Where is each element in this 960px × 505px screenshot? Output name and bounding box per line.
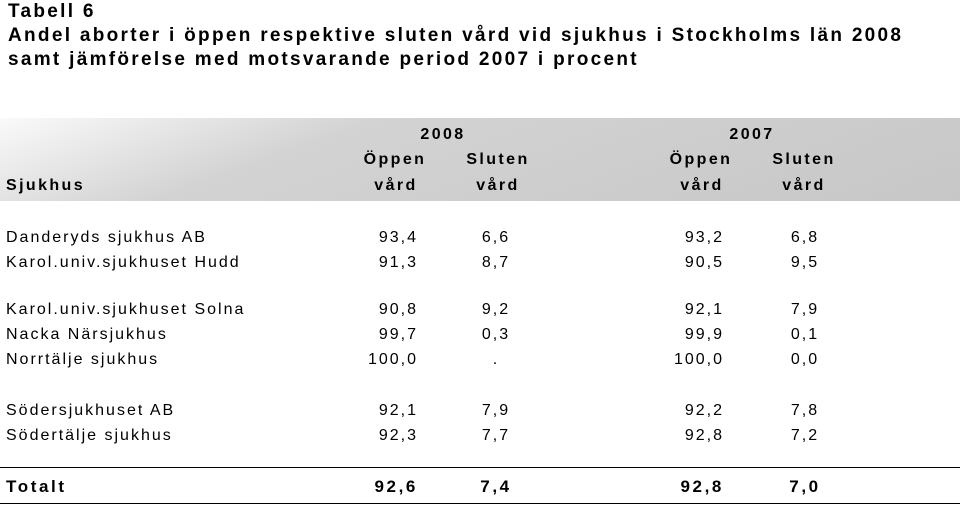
value-2007-open: 92,2 <box>684 402 724 419</box>
value-2007-closed: 0,0 <box>790 351 820 368</box>
value-2008-open: 92,1 <box>378 402 418 419</box>
value-2007-open: 100,0 <box>673 351 724 368</box>
hospital-name: Södersjukhuset AB <box>6 402 176 419</box>
total-2008-open: 92,6 <box>374 477 418 496</box>
total-label: Totalt <box>6 477 67 496</box>
value-2008-open: 99,7 <box>378 326 418 343</box>
value-2007-closed: 7,8 <box>790 402 820 419</box>
table-number: Tabell 6 <box>8 1 96 22</box>
value-2008-closed: 6,6 <box>481 229 511 246</box>
row-group: Karol.univ.sjukhuset Solna 90,8 9,2 92,1… <box>0 297 960 372</box>
value-2008-closed: 8,7 <box>481 254 511 271</box>
value-2008-open: 90,8 <box>378 301 418 318</box>
col-header-2007-open: Öppen <box>669 151 733 168</box>
total-2008-closed: 7,4 <box>480 477 512 496</box>
col-header-2007-closed-care: vård <box>782 177 826 194</box>
table-row: Karol.univ.sjukhuset Solna 90,8 9,2 92,1… <box>0 297 960 322</box>
value-2008-open: 91,3 <box>378 254 418 271</box>
value-2007-open: 99,9 <box>684 326 724 343</box>
value-2007-open: 92,8 <box>684 427 724 444</box>
total-row: Totalt 92,6 7,4 92,8 7,0 <box>0 474 960 499</box>
value-2008-closed: 0,3 <box>481 326 511 343</box>
value-2008-closed: 7,9 <box>481 402 511 419</box>
year-2008-header: 2008 <box>420 126 466 143</box>
value-2008-open: 93,4 <box>378 229 418 246</box>
title-line-1: Andel aborter i öppen respektive sluten … <box>8 25 904 46</box>
value-2008-closed: 7,7 <box>481 427 511 444</box>
table-row: Karol.univ.sjukhuset Hudd 91,3 8,7 90,5 … <box>0 250 960 275</box>
title-line-2: samt jämförelse med motsvarande period 2… <box>8 49 639 70</box>
value-2007-open: 92,1 <box>684 301 724 318</box>
col-header-2007-closed: Sluten <box>772 151 836 168</box>
value-2007-closed: 0,1 <box>790 326 820 343</box>
table-row: Södertälje sjukhus 92,3 7,7 92,8 7,2 <box>0 423 960 448</box>
hospital-name: Danderyds sjukhus AB <box>6 229 207 246</box>
hospital-name: Nacka Närsjukhus <box>6 326 168 343</box>
hospital-name: Karol.univ.sjukhuset Hudd <box>6 254 241 271</box>
hospital-name: Karol.univ.sjukhuset Solna <box>6 301 246 318</box>
value-2007-open: 93,2 <box>684 229 724 246</box>
row-group: Södersjukhuset AB 92,1 7,9 92,2 7,8 Söde… <box>0 398 960 448</box>
hospital-name: Södertälje sjukhus <box>6 427 173 444</box>
col-header-2007-open-care: vård <box>680 177 724 194</box>
total-2007-open: 92,8 <box>680 477 724 496</box>
value-2007-closed: 9,5 <box>790 254 820 271</box>
col-header-2008-open: Öppen <box>363 151 427 168</box>
value-2007-open: 90,5 <box>684 254 724 271</box>
hospital-name: Norrtälje sjukhus <box>6 351 160 368</box>
value-2008-closed: . <box>492 351 500 368</box>
table-header: 2008 2007 Öppen Sluten Öppen Sluten Sjuk… <box>0 118 960 201</box>
table-body: Danderyds sjukhus AB 93,4 6,6 93,2 6,8 K… <box>0 225 960 448</box>
value-2007-closed: 6,8 <box>790 229 820 246</box>
value-2007-closed: 7,9 <box>790 301 820 318</box>
value-2008-open: 92,3 <box>378 427 418 444</box>
col-header-2008-closed-care: vård <box>476 177 520 194</box>
col-header-hospital: Sjukhus <box>6 177 86 194</box>
total-2007-closed: 7,0 <box>789 477 821 496</box>
col-header-2008-open-care: vård <box>374 177 418 194</box>
row-group: Danderyds sjukhus AB 93,4 6,6 93,2 6,8 K… <box>0 225 960 275</box>
table-row: Nacka Närsjukhus 99,7 0,3 99,9 0,1 <box>0 322 960 347</box>
value-2007-closed: 7,2 <box>790 427 820 444</box>
value-2008-open: 100,0 <box>367 351 418 368</box>
total-section: Totalt 92,6 7,4 92,8 7,0 <box>0 467 960 504</box>
year-2007-header: 2007 <box>729 126 775 143</box>
table-row: Danderyds sjukhus AB 93,4 6,6 93,2 6,8 <box>0 225 960 250</box>
table-title: Tabell 6 Andel aborter i öppen respektiv… <box>8 0 903 72</box>
value-2008-closed: 9,2 <box>481 301 511 318</box>
table-row: Södersjukhuset AB 92,1 7,9 92,2 7,8 <box>0 398 960 423</box>
table-row: Norrtälje sjukhus 100,0 . 100,0 0,0 <box>0 347 960 372</box>
col-header-2008-closed: Sluten <box>466 151 530 168</box>
